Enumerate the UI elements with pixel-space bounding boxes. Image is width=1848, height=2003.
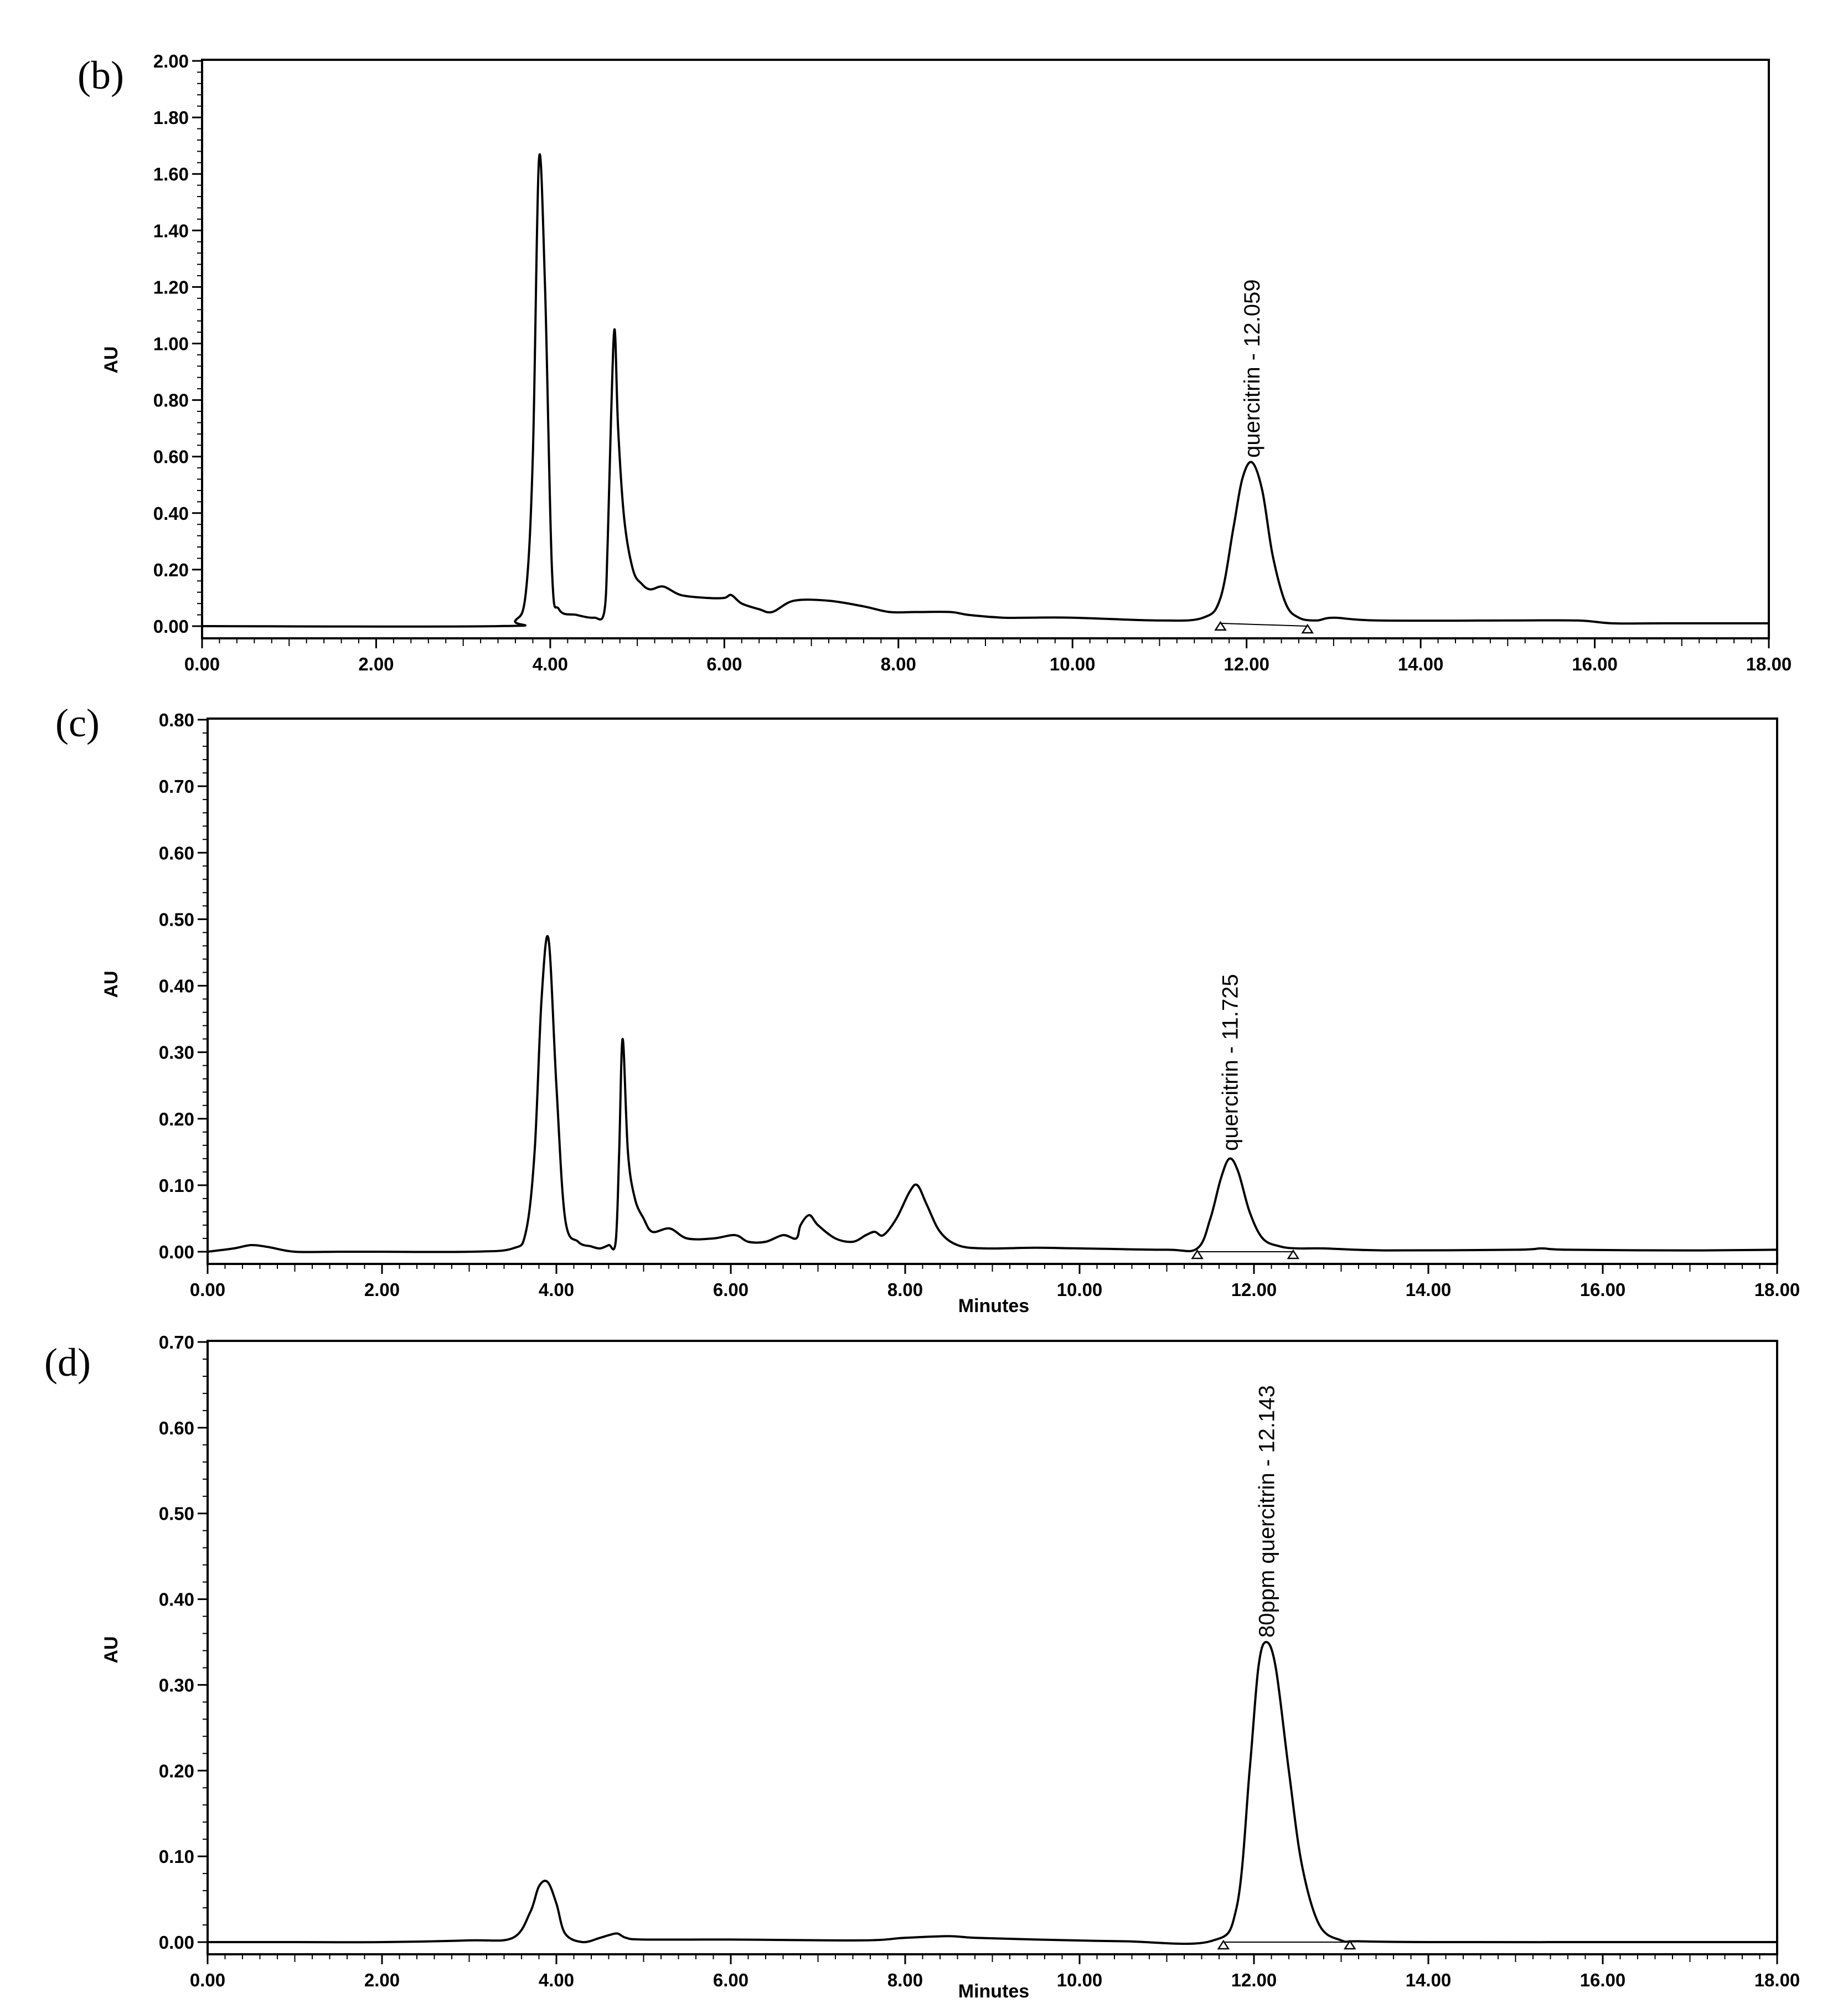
y-tick-label: 0.10 bbox=[159, 1175, 194, 1196]
y-tick-label: 0.00 bbox=[159, 1242, 194, 1262]
x-tick-label: 4.00 bbox=[533, 654, 568, 674]
axis-ticks: 0.00 2.00 4.00 6.00 8.00 10.00 12.00 14.00 16.00… bbox=[159, 1332, 1800, 1990]
y-tick-label: 0.20 bbox=[159, 1761, 194, 1781]
y-tick-label: 0.50 bbox=[159, 1504, 194, 1524]
y-tick-label: 0.20 bbox=[153, 560, 189, 580]
peak-start-marker bbox=[1214, 621, 1227, 631]
axis-ticks: 0.00 2.00 4.00 6.00 8.00 10.00 12.00 14.00 16.00… bbox=[159, 710, 1800, 1300]
y-tick-label: 0.40 bbox=[159, 1589, 194, 1610]
y-tick-label: 0.70 bbox=[159, 776, 194, 797]
y-tick-label: 2.00 bbox=[153, 51, 189, 71]
x-tick-label: 2.00 bbox=[364, 1970, 400, 1990]
x-tick-label: 16.00 bbox=[1572, 654, 1618, 674]
chromatogram-panel-b: (b) AU 0.00 2.00 4.00 6.00 8.00 10.00 12.00 14.… bbox=[78, 51, 1792, 674]
peak-label: quercitrin - 11.725 bbox=[1219, 974, 1243, 1150]
x-tick-label: 14.00 bbox=[1398, 654, 1444, 674]
x-tick-label: 0.00 bbox=[184, 654, 220, 674]
chromatogram-trace bbox=[202, 153, 1769, 628]
axis-ticks: 0.00 2.00 4.00 6.00 8.00 10.00 12.00 14.00 16.00… bbox=[153, 51, 1792, 674]
x-tick-label: 12.00 bbox=[1231, 1970, 1277, 1990]
chromatogram-panel-c: (c) AU Minutes 0.00 2.00 4.00 6.00 8.00 10.00… bbox=[55, 701, 1800, 1317]
peak-end-marker bbox=[1343, 1939, 1356, 1950]
x-tick-label: 10.00 bbox=[1057, 1279, 1103, 1300]
plot-area bbox=[201, 59, 1770, 639]
y-tick-label: 1.20 bbox=[153, 277, 189, 297]
x-tick-label: 4.00 bbox=[539, 1279, 574, 1300]
x-tick-label: 8.00 bbox=[887, 1970, 923, 1990]
plot-marks bbox=[202, 153, 1769, 634]
y-tick-label: 0.00 bbox=[153, 616, 189, 637]
x-tick-label: 6.00 bbox=[713, 1279, 749, 1300]
panel-label: (b) bbox=[78, 53, 124, 97]
y-tick-label: 1.40 bbox=[153, 220, 189, 241]
x-tick-label: 10.00 bbox=[1050, 654, 1096, 674]
plot-area bbox=[207, 717, 1778, 1265]
x-tick-label: 6.00 bbox=[706, 654, 742, 674]
x-tick-label: 12.00 bbox=[1231, 1279, 1277, 1300]
plot-area bbox=[207, 1340, 1778, 1955]
y-tick-label: 0.40 bbox=[159, 976, 194, 997]
y-tick-label: 0.20 bbox=[159, 1109, 194, 1129]
y-axis-label: AU bbox=[101, 970, 122, 998]
peak-end-marker bbox=[1287, 1249, 1300, 1259]
x-tick-label: 16.00 bbox=[1580, 1279, 1626, 1300]
y-tick-label: 0.30 bbox=[159, 1675, 194, 1695]
x-tick-label: 2.00 bbox=[358, 654, 394, 674]
panel-label: (d) bbox=[44, 1340, 91, 1385]
integration-baseline bbox=[1220, 622, 1308, 627]
y-tick-label: 0.50 bbox=[159, 909, 194, 930]
x-tick-label: 8.00 bbox=[887, 1279, 923, 1300]
y-tick-label: 0.60 bbox=[159, 843, 194, 863]
chromatogram-panel-d: (d) AU Minutes 0.00 2.00 4.00 6.00 8.00 10.00… bbox=[44, 1332, 1800, 2002]
x-tick-label: 10.00 bbox=[1057, 1970, 1103, 1990]
x-tick-label: 18.00 bbox=[1754, 1279, 1800, 1300]
x-tick-label: 18.00 bbox=[1754, 1970, 1800, 1990]
chromatogram-trace bbox=[207, 935, 1778, 1253]
x-tick-label: 14.00 bbox=[1406, 1970, 1452, 1990]
x-tick-label: 4.00 bbox=[539, 1970, 574, 1990]
y-tick-label: 0.80 bbox=[153, 390, 189, 411]
peak-label: 80ppm quercitrin - 12.143 bbox=[1255, 1385, 1279, 1638]
x-tick-label: 8.00 bbox=[881, 654, 916, 674]
peak-start-marker bbox=[1217, 1939, 1230, 1950]
y-tick-label: 1.60 bbox=[153, 164, 189, 184]
x-axis-label: Minutes bbox=[958, 1295, 1029, 1317]
peak-label: quercitrin - 12.059 bbox=[1240, 280, 1264, 458]
y-axis-label: AU bbox=[101, 346, 122, 373]
y-tick-label: 0.60 bbox=[159, 1418, 194, 1438]
y-tick-label: 0.30 bbox=[159, 1042, 194, 1063]
y-tick-label: 0.70 bbox=[159, 1332, 194, 1352]
x-tick-label: 6.00 bbox=[713, 1970, 749, 1990]
y-tick-label: 0.60 bbox=[153, 447, 189, 467]
y-tick-label: 0.00 bbox=[159, 1932, 194, 1953]
y-tick-label: 0.40 bbox=[153, 503, 189, 524]
x-tick-label: 18.00 bbox=[1746, 654, 1792, 674]
x-tick-label: 0.00 bbox=[190, 1279, 225, 1300]
peak-end-marker bbox=[1301, 623, 1314, 634]
y-tick-label: 0.80 bbox=[159, 710, 194, 730]
x-tick-label: 14.00 bbox=[1406, 1279, 1452, 1300]
peak-start-marker bbox=[1191, 1249, 1204, 1259]
y-tick-label: 1.00 bbox=[153, 334, 189, 354]
y-tick-label: 0.10 bbox=[159, 1846, 194, 1867]
x-axis-label: Minutes bbox=[958, 1981, 1029, 2002]
plot-marks bbox=[207, 1641, 1777, 1950]
x-tick-label: 0.00 bbox=[190, 1970, 225, 1990]
plot-marks bbox=[207, 935, 1778, 1259]
y-tick-label: 1.80 bbox=[153, 107, 189, 128]
x-tick-label: 16.00 bbox=[1580, 1970, 1626, 1990]
chromatogram-trace bbox=[207, 1641, 1777, 1945]
x-tick-label: 12.00 bbox=[1224, 654, 1269, 674]
panel-label: (c) bbox=[55, 701, 100, 745]
y-axis-label: AU bbox=[101, 1636, 122, 1663]
x-tick-label: 2.00 bbox=[364, 1279, 400, 1300]
